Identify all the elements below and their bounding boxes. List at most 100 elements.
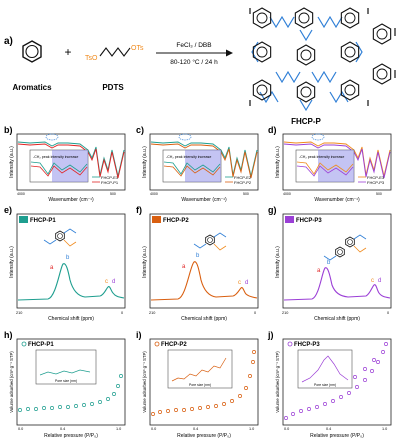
legend-item: FHCP-E3 [367,175,385,180]
panel-label-a: a) [4,36,13,47]
tick-label: 0.0 [18,427,23,431]
y-axis-label: Intensity (a.u.) [9,146,15,178]
y-axis-label: Intensity (a.u.) [142,146,148,178]
molecule-structure [43,228,77,247]
ftir-chart-p2: -CH₂ peak intensity increase FHCP-E2 FHC… [142,133,259,203]
peak-label: a [182,264,186,270]
y-axis-label: Intensity (a.u.) [9,246,15,278]
peak-label: d [245,280,248,286]
inset-x-label: Pore size (nm) [314,383,336,387]
tick-label: 500 [376,192,382,196]
tick-label: 0 [121,311,123,315]
x-axis-label: Wavenumber (cm⁻¹) [314,197,360,203]
nmr-chart-p1: FHCP-P1 a b c d 210 0 Chemical shift (pp… [9,213,126,322]
legend-item: FHCP-P1 [101,180,119,185]
tick-label: 210 [149,311,155,315]
x-axis-label: Chemical shift (ppm) [48,316,94,322]
y-axis-label: Intensity (a.u.) [275,146,281,178]
peak-label: c [371,278,374,284]
peak-label: b [66,255,70,261]
panel-label-i: i) [136,330,142,340]
legend-item: FHCP-E2 [234,175,252,180]
pdts-chain [99,47,131,57]
tick-label: 0.4 [60,427,65,431]
panel-label-h: h) [4,330,13,340]
plus-sign: + [64,45,71,59]
nmr-chart-p3: FHCP-P3 a b c d 210 0 Chemical shift (pp… [275,213,392,322]
panel-label-e: e) [4,205,12,215]
tick-label: 1.0 [249,427,254,431]
panel-d: d) -CH₂ peak intensity increase FHCP-E3 … [268,125,392,203]
ts-group-right: OTs [131,45,144,52]
tick-label: 4000 [150,192,158,196]
chart-title: FHCP-P2 [163,218,189,224]
inset-x-label: Pore size (nm) [55,379,77,383]
x-axis-label: Relative pressure (P/P₀) [310,433,364,439]
tick-label: 500 [243,192,249,196]
tick-label: 210 [16,311,22,315]
peak-label: d [112,279,115,285]
tick-label: 0.0 [284,427,289,431]
y-axis-label: Volume adsorbed (cm³ g⁻¹ STP) [275,351,280,413]
conditions-bottom: 80-120 °C / 24 h [170,58,218,66]
panel-e: e) FHCP-P1 a b c d 210 0 Chemical shift … [4,205,126,322]
tick-label: 0 [254,311,256,315]
nmr-chart-p2: FHCP-P2 a b c d 210 0 Chemical shift (pp… [142,213,259,322]
x-axis-label: Chemical shift (ppm) [181,316,227,322]
panel-c: c) -CH₂ peak intensity increase FHCP-E2 … [136,125,259,203]
tick-label: 4000 [17,192,25,196]
peak-label: c [105,279,108,285]
peak-label: d [378,278,381,284]
inset-text: -CH₂ peak intensity increase [33,155,78,159]
ftir-chart-p3: -CH₂ peak intensity increase FHCP-E3 FHC… [275,133,392,203]
tick-label: 0.0 [151,427,156,431]
peak-label: a [317,268,321,274]
x-axis-label: Relative pressure (P/P₀) [44,433,98,439]
tick-label: 500 [110,192,116,196]
panel-j: j) FHCP-P3 Pore size (nm) 0.0 0.4 1.0 Re… [267,330,392,439]
y-axis-label: Intensity (a.u.) [275,246,281,278]
chart-title: FHCP-P2 [161,342,187,348]
panel-label-f: f) [136,205,142,215]
tick-label: 1.0 [382,427,387,431]
inset-x-label: Pore size (nm) [189,383,211,387]
tick-label: 0.4 [326,427,331,431]
ts-group-left: TsO [85,55,98,62]
peak-label: b [327,260,331,266]
panel-g: g) FHCP-P3 a b c d 210 0 Chemical shift … [268,205,392,322]
y-axis-label: Volume adsorbed (cm³ g⁻¹ STP) [142,351,147,413]
y-axis-label: Intensity (a.u.) [142,246,148,278]
inset-text: -CH₂ peak intensity increase [166,155,211,159]
molecule-structure [193,232,227,251]
benzene-icon [22,40,42,63]
panel-label-b: b) [4,125,13,135]
panel-f: f) FHCP-P2 a b c d 210 0 Chemical shift … [136,205,259,322]
x-axis-label: Wavenumber (cm⁻¹) [181,197,227,203]
tick-label: 0 [387,311,389,315]
reactant-pdts: PDTS [102,83,124,92]
arrow-head-icon [226,49,233,57]
tick-label: 4000 [283,192,291,196]
x-axis-label: Wavenumber (cm⁻¹) [48,197,94,203]
tick-label: 210 [282,311,288,315]
x-axis-label: Relative pressure (P/P₀) [177,433,231,439]
chart-title: FHCP-P3 [294,342,320,348]
peak-label: c [238,280,241,286]
reactant-aromatics: Aromatics [12,83,52,92]
peak-label: a [50,265,54,271]
bet-chart-p2: FHCP-P2 Pore size (nm) 0.0 0.4 1.0 Relat… [142,338,259,439]
panel-label-j: j) [267,330,274,340]
peak-label: b [196,253,200,259]
bet-chart-p1: FHCP-P1 Pore size (nm) 0.0 0.4 1.0 Relat… [9,338,126,439]
legend-item: FHCP-P2 [234,180,252,185]
legend-item: FHCP-P3 [367,180,385,185]
panel-b: b) -CH₂ peak intensity increase FHCP-E1 … [4,125,126,203]
molecule-structure [323,234,367,261]
ftir-chart-p1: -CH₂ peak intensity increase FHCP-E1 FHC… [9,133,126,203]
panel-label-d: d) [268,125,277,135]
panel-a: a) Aromatics + TsO OTs PDTS FeCl₃ / DBB … [4,7,396,126]
product-label: FHCP-P [291,117,321,126]
panel-label-g: g) [268,205,277,215]
tick-label: 1.0 [116,427,121,431]
